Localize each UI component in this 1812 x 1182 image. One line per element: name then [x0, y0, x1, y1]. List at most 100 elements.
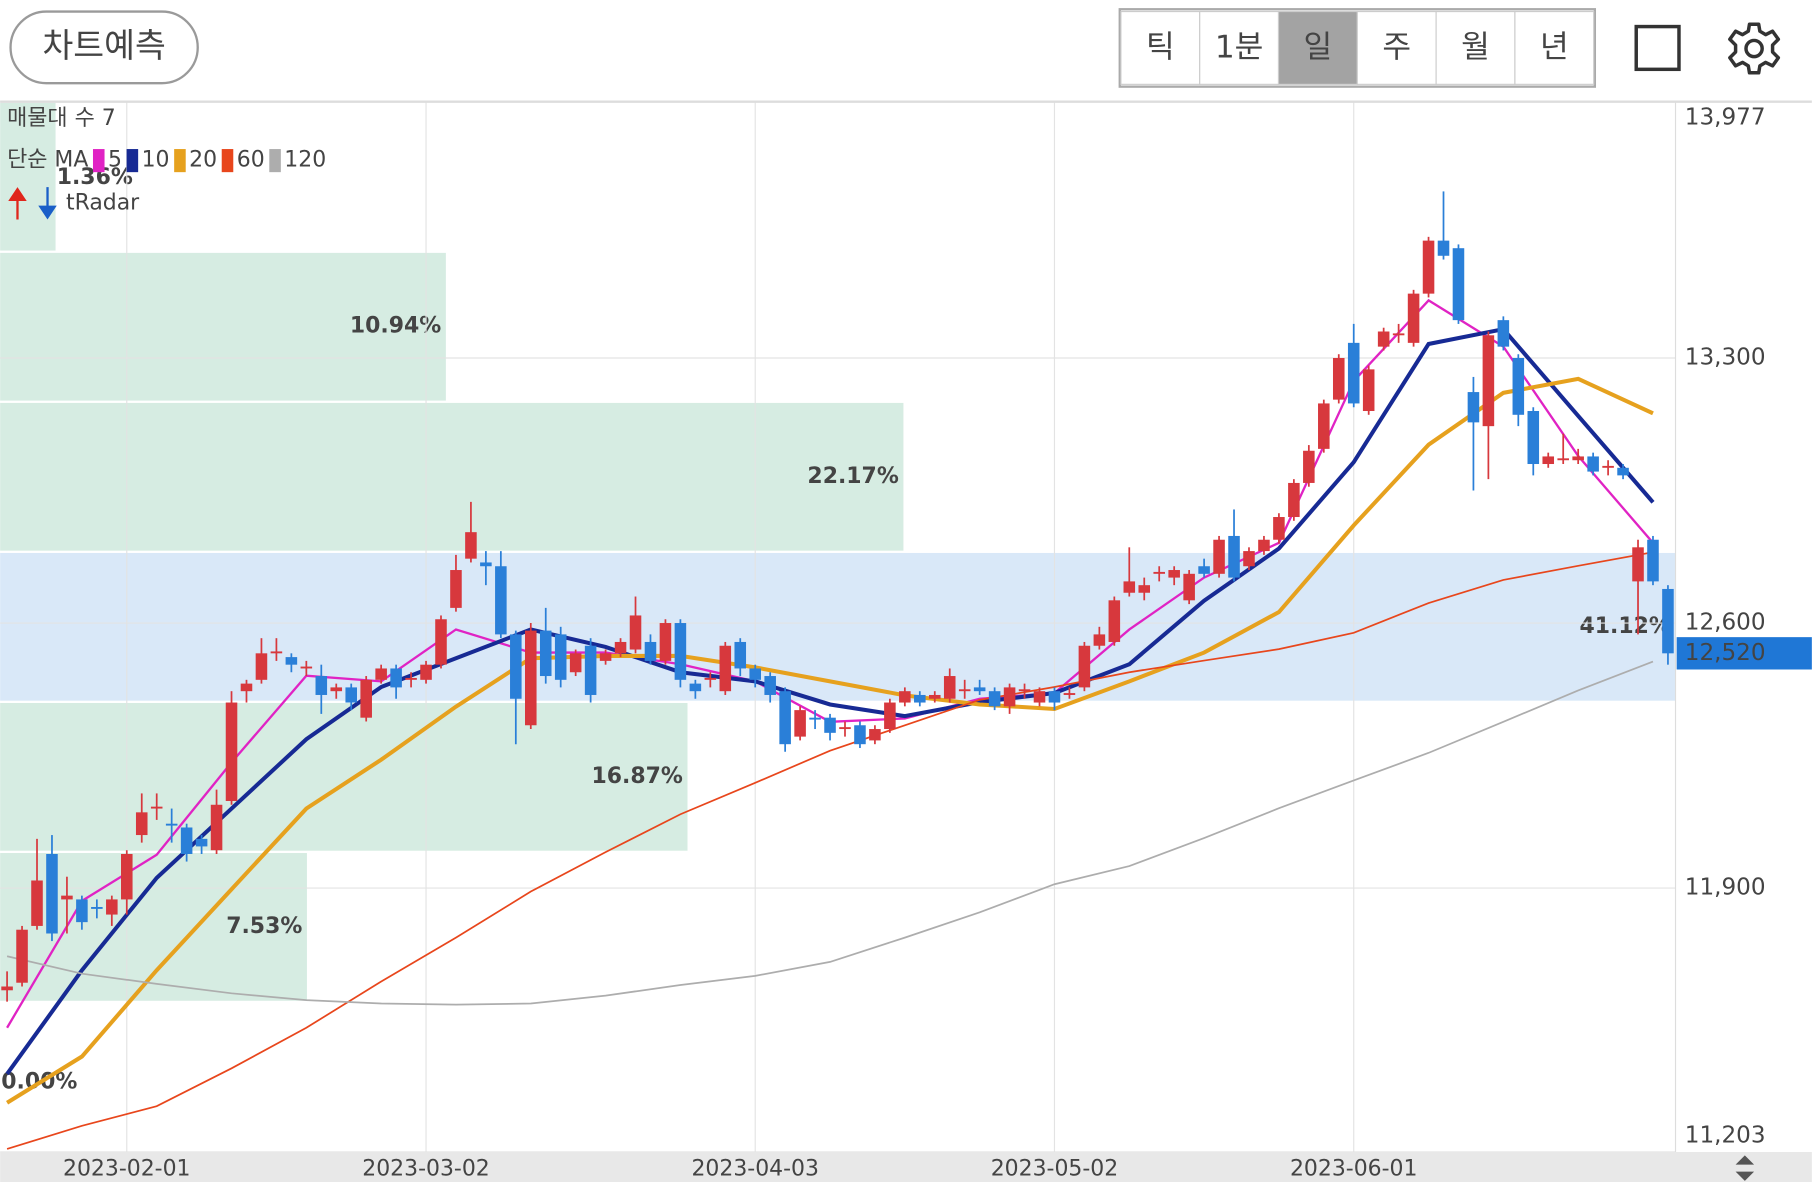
candle-body — [46, 853, 58, 934]
candle-body — [465, 532, 477, 559]
candle-body — [644, 641, 657, 661]
candle-body — [1377, 331, 1390, 347]
volume-profile-label: 41.12% — [1580, 614, 1671, 639]
candle-body — [764, 676, 776, 695]
tab[interactable] — [1120, 10, 1201, 85]
settings-icon[interactable] — [1728, 22, 1781, 75]
candle-body — [1497, 320, 1510, 347]
candle-body — [1183, 573, 1195, 601]
candle-body — [435, 619, 447, 665]
candle-body — [330, 687, 343, 692]
candle-body — [61, 895, 73, 900]
candle-body — [1288, 482, 1300, 518]
tab[interactable] — [1435, 10, 1516, 85]
candle-body — [569, 653, 582, 673]
volume-profile-bar — [0, 552, 1676, 701]
volume-profile-bar — [0, 102, 56, 251]
candle-body — [943, 676, 956, 699]
ma-legend-label: 20 — [189, 148, 217, 173]
plot: 0.00%7.53%16.87%41.12%22.17%10.94%1.36% — [0, 101, 1676, 1153]
y-tick-label: 11,203 — [1685, 1122, 1766, 1148]
predict-button[interactable] — [9, 10, 199, 85]
candle-body — [1078, 645, 1091, 688]
last-price-box — [1676, 637, 1812, 670]
candle-body — [809, 717, 821, 720]
tab[interactable] — [1514, 10, 1595, 85]
candle-body — [1662, 588, 1674, 654]
candle-body — [839, 727, 851, 730]
radar-down-arrow — [38, 187, 57, 220]
x-tick-label: 2023-04-03 — [691, 1156, 819, 1181]
candle-body — [1168, 570, 1180, 578]
candle-body — [1362, 369, 1375, 412]
volume-profile-bar — [0, 402, 904, 551]
candle-body — [899, 691, 911, 703]
candle-body — [1587, 456, 1599, 472]
candle-body — [1437, 240, 1450, 256]
volume-profile-bar — [0, 252, 446, 401]
candle-body — [1407, 293, 1420, 343]
x-tick-label: 2023-03-02 — [362, 1156, 490, 1181]
candle-body — [584, 645, 597, 695]
candle-body — [1063, 693, 1076, 695]
tab-label[interactable]: 일 — [1304, 30, 1333, 66]
candle-body — [1108, 600, 1121, 642]
y-tick-label: 11,900 — [1685, 875, 1766, 901]
candle-body — [524, 630, 537, 726]
candle-body — [165, 823, 178, 826]
candle-body — [210, 804, 223, 851]
predict-button-label[interactable]: 차트예측 — [42, 26, 165, 65]
tab-label[interactable]: 년 — [1540, 30, 1569, 66]
gear-center[interactable] — [1744, 38, 1764, 59]
candle-body — [1392, 333, 1405, 336]
ma-legend-swatch — [221, 149, 234, 173]
radar-up-arrow — [8, 187, 27, 220]
tab-label[interactable]: 1분 — [1215, 30, 1264, 66]
scroll-icon[interactable] — [1735, 1155, 1755, 1181]
candle-body — [854, 725, 866, 745]
ma-line — [6, 660, 1654, 1006]
candle-body — [794, 710, 806, 737]
tab-label[interactable]: 틱 — [1146, 30, 1175, 66]
candle-body — [539, 630, 552, 677]
candle-body — [375, 668, 387, 680]
y-tick-label: 13,977 — [1685, 104, 1766, 130]
candle-body — [958, 689, 971, 692]
candle-body — [869, 729, 881, 741]
candle-body — [390, 668, 402, 688]
candle-body — [121, 853, 133, 900]
last-price-label: 12,520 — [1685, 640, 1766, 666]
candle-body — [704, 677, 717, 680]
candle-body — [599, 653, 612, 661]
y-axis-area — [1675, 101, 1812, 1152]
candle-body — [824, 717, 836, 733]
candle-body — [1557, 458, 1569, 461]
ma-legend-title: 단순 MA — [7, 148, 88, 173]
ma-legend-label: 120 — [284, 148, 326, 173]
candle-body — [1632, 547, 1644, 582]
ma-legend-label: 60 — [237, 148, 265, 173]
candle-body — [1347, 342, 1360, 404]
tab-label[interactable]: 월 — [1461, 30, 1490, 66]
fullscreen-icon[interactable] — [1634, 24, 1681, 72]
x-tick-label: 2023-06-01 — [1290, 1156, 1418, 1181]
candle-body — [884, 702, 896, 730]
candle-body — [928, 694, 941, 699]
candle-body — [1572, 456, 1584, 461]
candle-body — [1153, 571, 1165, 574]
indicator-label: tRadar — [66, 190, 140, 215]
candle-body — [270, 651, 283, 654]
candle-body — [315, 676, 328, 695]
candle-body — [1, 986, 13, 991]
candle-body — [689, 683, 702, 692]
candle-body — [510, 634, 522, 699]
tab[interactable] — [1199, 10, 1280, 85]
gear-outline[interactable] — [1728, 22, 1781, 75]
candle-body — [749, 668, 761, 680]
candle-body — [135, 812, 148, 836]
ma-line — [6, 551, 1654, 1150]
candle-body — [180, 827, 193, 854]
ma-legend-swatch — [269, 149, 281, 173]
tab-label[interactable]: 주 — [1382, 30, 1411, 66]
tab-selected[interactable] — [1277, 10, 1358, 85]
